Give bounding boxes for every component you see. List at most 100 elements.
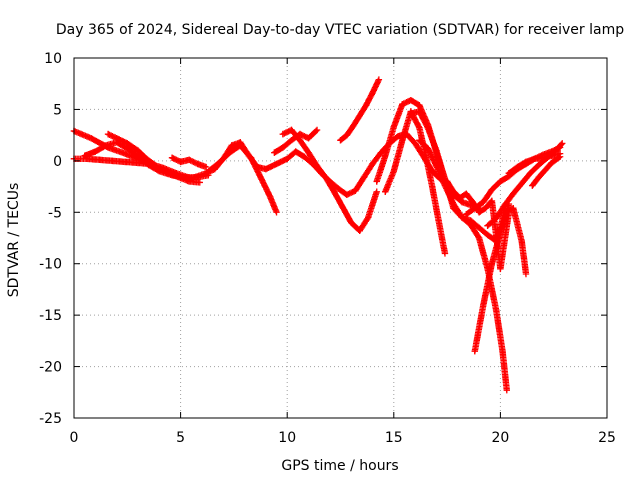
data-point	[271, 149, 278, 156]
y-tick-label: 10	[44, 51, 62, 67]
data-point	[509, 204, 517, 212]
data-point	[322, 174, 329, 181]
data-point	[422, 152, 429, 159]
data-point	[373, 178, 380, 185]
data-point	[288, 126, 295, 134]
data-point	[480, 301, 487, 309]
data-point	[365, 214, 372, 221]
data-point	[531, 155, 538, 162]
series-band	[337, 77, 382, 144]
data-point	[92, 148, 99, 155]
data-point	[313, 126, 321, 134]
data-point	[313, 162, 321, 170]
data-point	[369, 89, 376, 97]
y-tick-label: -10	[39, 257, 62, 273]
data-point	[499, 347, 506, 355]
series-track-6	[202, 130, 444, 198]
data-point	[292, 148, 299, 155]
data-point	[156, 167, 163, 175]
data-point	[134, 159, 142, 167]
data-point	[279, 144, 287, 151]
x-tick-label: 25	[598, 430, 616, 446]
data-point	[458, 198, 466, 206]
data-layer	[70, 76, 566, 394]
data-point	[527, 170, 534, 177]
data-point	[505, 170, 513, 177]
data-point	[475, 224, 483, 231]
data-point	[450, 200, 457, 208]
data-point	[196, 179, 203, 186]
data-point	[96, 156, 103, 164]
data-point	[548, 159, 555, 167]
series-band	[203, 130, 443, 198]
y-axis-label: SDTVAR / TECUs	[6, 183, 22, 298]
data-point	[181, 174, 189, 181]
data-point	[337, 137, 344, 144]
data-point	[305, 149, 312, 156]
series-track-15	[471, 200, 513, 355]
data-point	[104, 130, 112, 138]
data-point	[143, 155, 150, 162]
data-point	[347, 219, 355, 226]
data-point	[497, 265, 504, 273]
data-point	[407, 96, 415, 104]
data-point	[279, 130, 287, 138]
data-point	[539, 154, 547, 161]
data-point	[339, 203, 346, 211]
data-point	[399, 101, 406, 108]
grid-layer	[74, 58, 607, 418]
data-point	[484, 222, 491, 229]
data-point	[382, 188, 389, 195]
data-point	[518, 180, 525, 187]
data-point	[121, 150, 129, 157]
data-point	[151, 161, 159, 169]
data-point	[467, 217, 474, 224]
tick-layer: 0 5 10 15 20 25 -25 -20 -15 -10 -5 0 5 10	[39, 51, 616, 446]
data-point	[411, 140, 419, 147]
data-point	[202, 170, 210, 177]
data-point	[394, 132, 402, 140]
data-point	[352, 187, 359, 194]
x-tick-label: 5	[176, 430, 185, 446]
data-point	[488, 197, 496, 205]
series-track-19	[529, 153, 564, 189]
data-point	[202, 163, 210, 171]
data-point	[501, 201, 508, 209]
data-point	[356, 112, 363, 119]
data-point	[356, 227, 363, 234]
data-point	[518, 237, 525, 245]
y-tick-label: -25	[39, 411, 62, 427]
data-point	[109, 157, 116, 165]
data-point	[522, 270, 530, 278]
data-point	[390, 123, 397, 131]
data-point	[362, 102, 370, 109]
data-point	[428, 183, 436, 190]
data-point	[424, 124, 432, 132]
data-point	[273, 209, 280, 216]
data-point	[416, 137, 423, 144]
data-point	[424, 145, 432, 152]
data-point	[375, 76, 383, 83]
data-point	[548, 152, 555, 159]
data-point	[220, 155, 227, 162]
data-point	[492, 306, 500, 314]
x-tick-label: 0	[70, 430, 79, 446]
data-point	[441, 250, 449, 257]
data-point	[535, 174, 542, 181]
data-point	[399, 137, 406, 144]
data-point	[471, 347, 479, 355]
series-track-11	[382, 108, 449, 257]
data-point	[463, 211, 470, 218]
data-point	[134, 153, 142, 160]
data-point	[529, 182, 536, 189]
data-point	[102, 142, 110, 149]
data-point	[185, 156, 193, 164]
data-point	[211, 165, 218, 173]
data-point	[484, 231, 491, 239]
data-point	[475, 234, 483, 242]
data-point	[469, 198, 476, 206]
data-point	[433, 162, 440, 170]
data-point	[416, 124, 423, 132]
